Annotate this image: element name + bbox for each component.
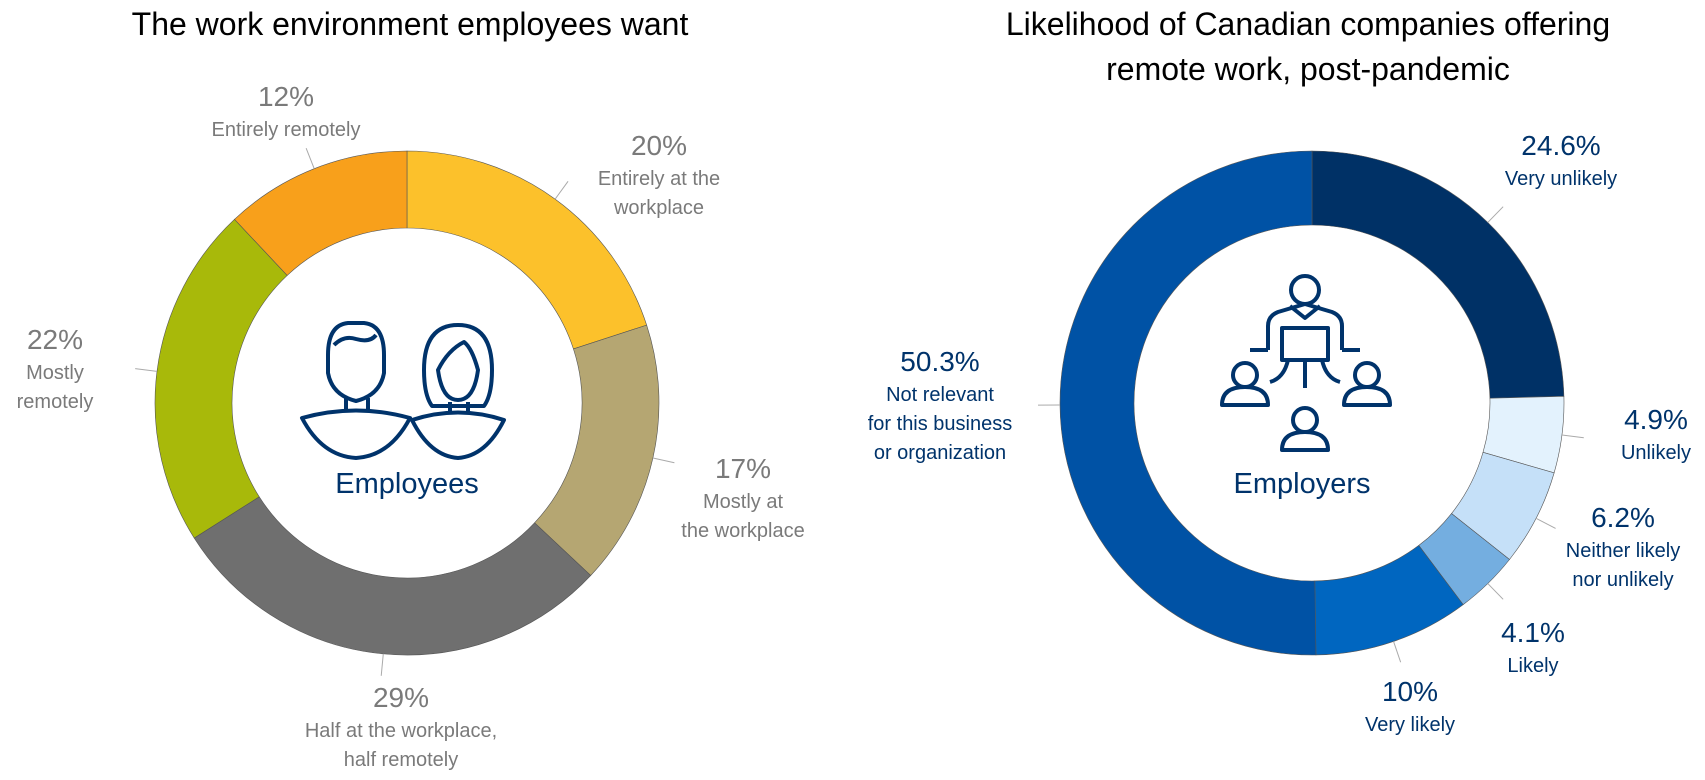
leader-line: [380, 653, 384, 676]
employers-chart-title-line-2: remote work, post-pandemic: [1106, 51, 1510, 87]
slice-percent-label: 24.6%: [1521, 130, 1600, 161]
employers-chart-title-line-1: Likelihood of Canadian companies offerin…: [1006, 6, 1610, 42]
donut-slice: [534, 324, 660, 576]
leader-line: [1535, 517, 1556, 529]
slice-category-label: for this business: [868, 413, 1013, 435]
slice-percent-label: 12%: [258, 81, 314, 112]
slice-percent-label: 22%: [27, 324, 83, 355]
leader-line: [1393, 641, 1402, 663]
slice-category-label: Half at the workplace,: [305, 720, 497, 742]
leader-line: [1561, 434, 1584, 439]
team-network-icon: [1220, 274, 1392, 452]
employers-center-label: Employers: [1234, 468, 1371, 500]
employees-chart-title: The work environment employees want: [132, 6, 689, 42]
donut-slice: [1311, 150, 1565, 399]
donut-slice: [154, 218, 288, 539]
donut-slice: [1059, 150, 1317, 656]
slice-category-label: Very unlikely: [1505, 168, 1617, 190]
slice-percent-label: 20%: [631, 130, 687, 161]
donut-slice: [406, 150, 648, 350]
slice-percent-label: 17%: [715, 453, 771, 484]
slice-category-label: Mostly at: [703, 491, 783, 513]
slice-labels: 20% Entirely at the workplace 17% Mostly at t…: [17, 81, 1691, 771]
slice-category-label: nor unlikely: [1572, 569, 1673, 591]
slice-category-label: Entirely at the: [598, 168, 720, 190]
slice-percent-label: 50.3%: [900, 346, 979, 377]
slice-category-label: workplace: [613, 197, 704, 219]
leader-line: [1487, 583, 1504, 600]
slice-percent-label: 6.2%: [1591, 502, 1655, 533]
leader-line: [135, 368, 158, 372]
slice-percent-label: 4.1%: [1501, 617, 1565, 648]
leader-line: [652, 457, 675, 464]
slice-category-label: the workplace: [681, 520, 804, 542]
slice-category-label: Mostly: [26, 362, 84, 384]
slice-category-label: Entirely remotely: [212, 119, 361, 141]
employers-donut: [1059, 150, 1565, 656]
slice-percent-label: 10%: [1382, 676, 1438, 707]
donut-slice: [234, 150, 408, 276]
slice-percent-label: 29%: [373, 682, 429, 713]
donut-slice: [193, 496, 592, 656]
man-and-woman-icon: [300, 321, 506, 460]
slice-category-label: remotely: [17, 391, 94, 413]
slice-category-label: Very likely: [1365, 714, 1455, 736]
employees-donut: [154, 150, 660, 656]
leader-line: [554, 181, 569, 200]
leader-line: [1487, 206, 1504, 223]
slice-category-label: Unlikely: [1621, 442, 1691, 464]
leader-line: [305, 148, 315, 169]
slice-category-label: or organization: [874, 442, 1006, 464]
employees-center-label: Employees: [335, 468, 478, 500]
slice-category-label: Likely: [1507, 655, 1558, 677]
slice-category-label: Neither likely: [1566, 540, 1680, 562]
slice-category-label: half remotely: [344, 749, 459, 771]
slice-percent-label: 4.9%: [1624, 404, 1688, 435]
slice-category-label: Not relevant: [886, 384, 994, 406]
